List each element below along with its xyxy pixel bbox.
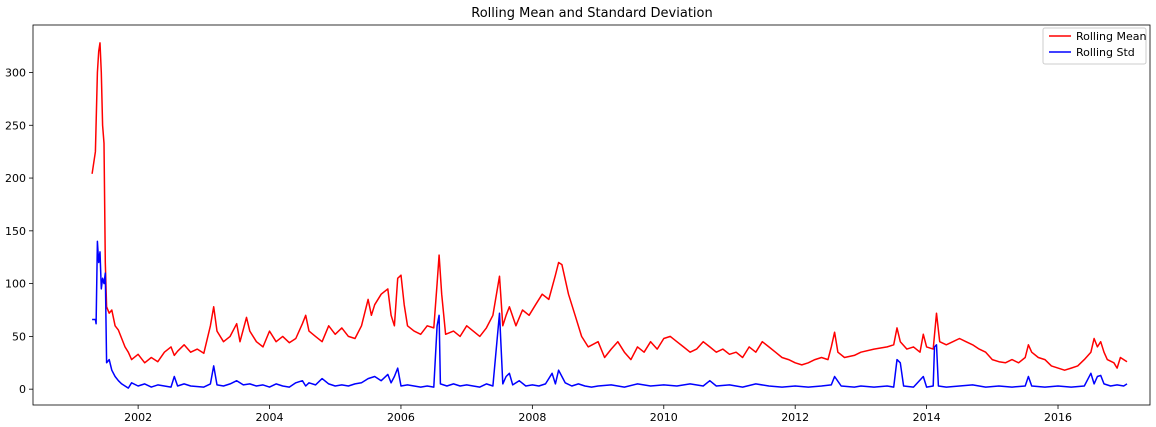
legend-box bbox=[1042, 27, 1147, 65]
x-tick-label: 2008 bbox=[518, 411, 546, 424]
x-tick-label: 2006 bbox=[387, 411, 415, 424]
x-tick-label: 2010 bbox=[650, 411, 678, 424]
x-tick-label: 2004 bbox=[256, 411, 284, 424]
x-tick-label: 2002 bbox=[124, 411, 152, 424]
legend-label-rolling-mean: Rolling Mean bbox=[1076, 30, 1146, 43]
legend: Rolling Mean Rolling Std bbox=[1042, 27, 1147, 65]
y-tick-label: 50 bbox=[12, 330, 26, 343]
series-line-rolling-mean bbox=[91, 42, 1128, 371]
y-tick-label: 200 bbox=[5, 172, 26, 185]
y-tick-label: 0 bbox=[19, 383, 26, 396]
x-tick-label: 2016 bbox=[1044, 411, 1072, 424]
y-tick-label: 100 bbox=[5, 278, 26, 291]
y-tick-label: 150 bbox=[5, 225, 26, 238]
y-tick-label: 300 bbox=[5, 67, 26, 80]
series-line-rolling-std bbox=[92, 240, 1128, 389]
plot-frame bbox=[32, 24, 1151, 406]
legend-label-rolling-std: Rolling Std bbox=[1076, 46, 1135, 59]
chart-title: Rolling Mean and Standard Deviation bbox=[471, 6, 712, 21]
x-tick-label: 2012 bbox=[781, 411, 809, 424]
x-tick-label: 2014 bbox=[913, 411, 941, 424]
y-tick-label: 250 bbox=[5, 119, 26, 132]
